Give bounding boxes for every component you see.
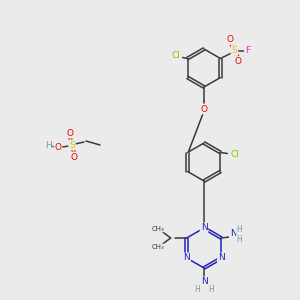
Text: N: N bbox=[218, 254, 225, 262]
Text: N: N bbox=[183, 254, 190, 262]
Text: Cl: Cl bbox=[171, 51, 180, 60]
Text: O: O bbox=[235, 57, 242, 66]
Text: N: N bbox=[230, 230, 237, 238]
Text: CH₃: CH₃ bbox=[151, 244, 164, 250]
Text: O: O bbox=[227, 35, 234, 44]
Text: N: N bbox=[201, 224, 207, 232]
Text: O: O bbox=[55, 142, 62, 152]
Text: H: H bbox=[236, 235, 242, 244]
Text: Cl: Cl bbox=[230, 150, 239, 159]
Text: S: S bbox=[69, 140, 75, 149]
Text: H: H bbox=[194, 286, 200, 295]
Text: O: O bbox=[200, 104, 208, 113]
Text: O: O bbox=[67, 128, 73, 137]
Text: H: H bbox=[208, 286, 214, 295]
Text: H: H bbox=[236, 224, 242, 233]
Text: N: N bbox=[201, 278, 207, 286]
Text: O: O bbox=[70, 152, 77, 161]
Text: F: F bbox=[245, 46, 250, 55]
Text: H: H bbox=[45, 142, 51, 151]
Text: CH₃: CH₃ bbox=[151, 226, 164, 232]
Text: S: S bbox=[232, 46, 237, 55]
